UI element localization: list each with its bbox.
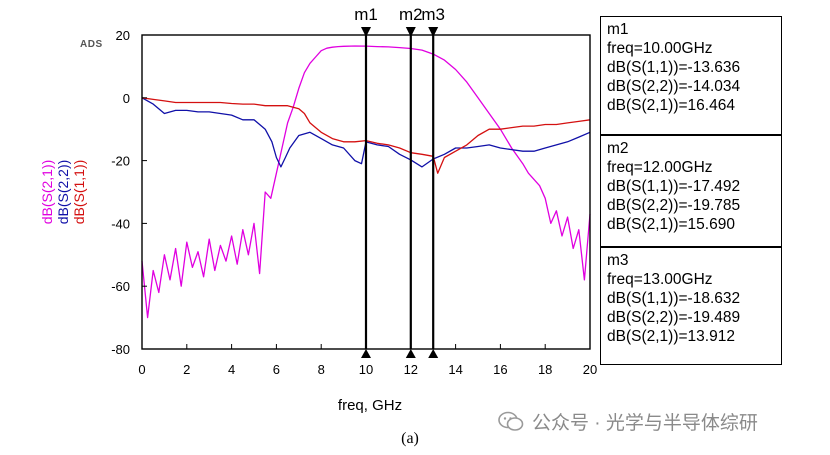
x-tick-label: 12 [404,362,418,377]
marker-panel-value: dB(S(1,1))=-18.632 [607,290,741,307]
marker-bottom-triangle [428,349,439,358]
marker-label: m3 [421,5,445,24]
watermark-text: 公众号 · 光学与半导体综研 [532,413,758,434]
x-tick-label: 0 [138,362,145,377]
y-tick-label: -80 [111,342,130,357]
marker-panel-m3: m3 freq=13.00GHz dB(S(1,1))=-18.632 dB(S… [600,247,782,365]
marker-panel-title: m2 [607,140,629,157]
marker-top-triangle [361,27,371,37]
x-tick-label: 4 [228,362,235,377]
marker-panel-freq: freq=12.00GHz [607,159,713,176]
legend-label: dB(S(2,1)) [39,160,55,225]
marker-panel-value: dB(S(2,1))=13.912 [607,328,735,345]
x-tick-label: 16 [493,362,507,377]
marker-panel-value: dB(S(1,1))=-13.636 [607,59,741,76]
marker-label: m1 [354,5,378,24]
marker-panel-value: dB(S(2,2))=-19.785 [607,197,741,214]
marker-bottom-triangle [405,349,416,358]
marker-label: m2 [399,5,423,24]
y-tick-label: 0 [123,91,130,106]
marker-panel-title: m1 [607,21,629,38]
y-tick-label: 20 [116,28,130,43]
y-tick-label: -60 [111,279,130,294]
legend-label: dB(S(2,2)) [55,160,71,225]
series-line-1 [141,97,591,168]
x-tick-label: 20 [583,362,597,377]
x-tick-label: 8 [318,362,325,377]
marker-panel-m2: m2 freq=12.00GHz dB(S(1,1))=-17.492 dB(S… [600,135,782,247]
marker-panel-value: dB(S(2,1))=15.690 [607,216,735,233]
marker-panel-freq: freq=10.00GHz [607,40,713,57]
x-tick-label: 18 [538,362,552,377]
marker-panel-title: m3 [607,252,629,269]
x-axis-label: freq, GHz [337,397,403,414]
x-tick-label: 10 [359,362,373,377]
marker-top-triangle [428,27,439,37]
x-tick-label: 6 [273,362,280,377]
marker-panel-value: dB(S(2,2))=-19.489 [607,309,741,326]
x-tick-label: 2 [183,362,190,377]
marker-panel-freq: freq=13.00GHz [607,271,713,288]
marker-panel-value: dB(S(2,2))=-14.034 [607,78,741,95]
y-tick-label: -40 [111,216,130,231]
x-tick-label: 14 [448,362,462,377]
marker-panel-value: dB(S(1,1))=-17.492 [607,178,741,195]
figure-caption: (a) [401,430,419,447]
y-tick-label: -20 [111,154,130,169]
marker-bottom-triangle [361,349,371,358]
watermark: 公众号 · 光学与半导体综研 [498,408,758,435]
marker-top-triangle [405,27,416,37]
wechat-icon [498,411,524,433]
ads-corner-label: ADS [80,39,103,50]
marker-panel-value: dB(S(2,1))=16.464 [607,97,735,114]
marker-panel-m1: m1 freq=10.00GHz dB(S(1,1))=-13.636 dB(S… [600,16,782,135]
series-line-0 [141,45,591,319]
legend-label: dB(S(1,1)) [71,160,87,225]
